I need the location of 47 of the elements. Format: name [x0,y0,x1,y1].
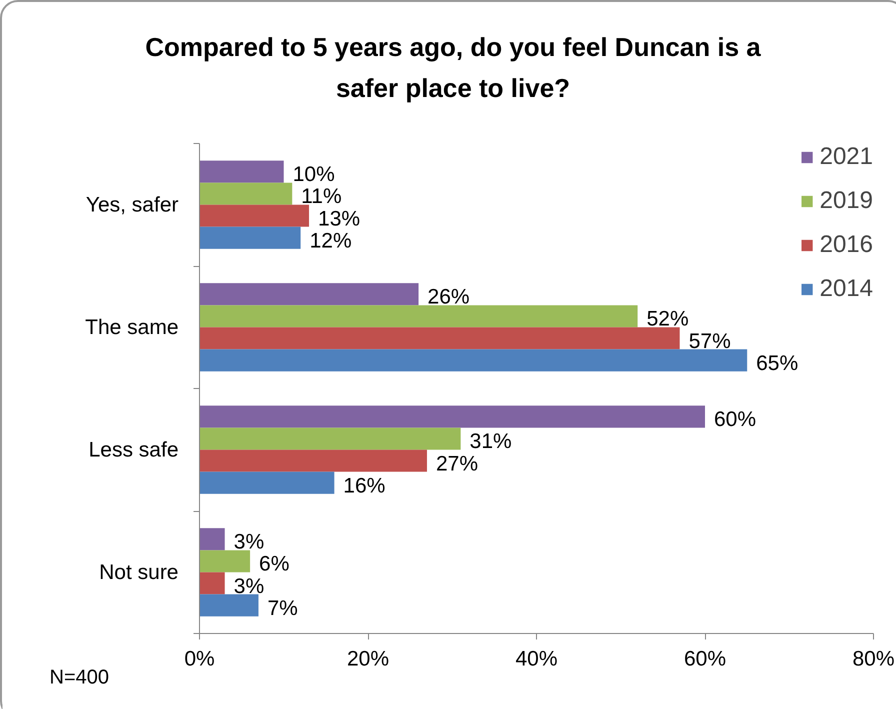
bar [200,226,301,249]
bar [200,406,705,428]
x-tick-label: 40% [515,648,558,670]
bar [200,450,427,472]
y-tick-label: Yes, safer [86,193,179,216]
data-label: 31% [470,430,512,454]
bar [200,204,310,227]
data-label: 13% [318,207,360,230]
legend-label: 2021 [820,143,873,171]
data-label: 27% [436,452,478,476]
bar [200,160,284,183]
bar [200,349,748,372]
x-tick-label: 0% [184,648,215,670]
data-label: 60% [714,408,756,432]
data-label: 10% [292,163,335,186]
bar [200,305,638,328]
data-label: 12% [310,229,352,252]
data-label: 57% [688,330,731,353]
bar [200,528,225,550]
chart-title: Compared to 5 years ago, do you feel Duncan is a safer place to live? [144,31,762,105]
x-tick-label: 80% [852,648,894,670]
y-tick-label: Less safe [88,438,179,462]
y-tick-label: Not sure [99,560,179,584]
x-tick-label: 20% [346,648,390,670]
bar [200,428,461,450]
bar [200,594,258,616]
x-tick-label: 60% [684,648,726,670]
bar [200,327,680,350]
data-label: 11% [301,185,342,208]
data-label: 26% [428,286,470,309]
data-label: 3% [234,574,264,598]
text: N=400 [50,666,109,688]
legend-label: 2014 [820,275,873,303]
bar [200,283,419,306]
data-label: 16% [343,474,386,498]
legend-label: 2016 [820,231,873,259]
bar [200,182,292,205]
data-label: 52% [646,308,689,331]
legend-label: 2019 [820,187,873,215]
data-label: 65% [756,352,798,375]
bar [200,550,250,572]
data-label: 6% [259,552,290,576]
y-tick-label: The same [85,316,179,339]
data-label: 3% [234,530,264,554]
data-label: 7% [267,596,298,620]
bar [200,572,225,594]
bar [200,472,334,494]
